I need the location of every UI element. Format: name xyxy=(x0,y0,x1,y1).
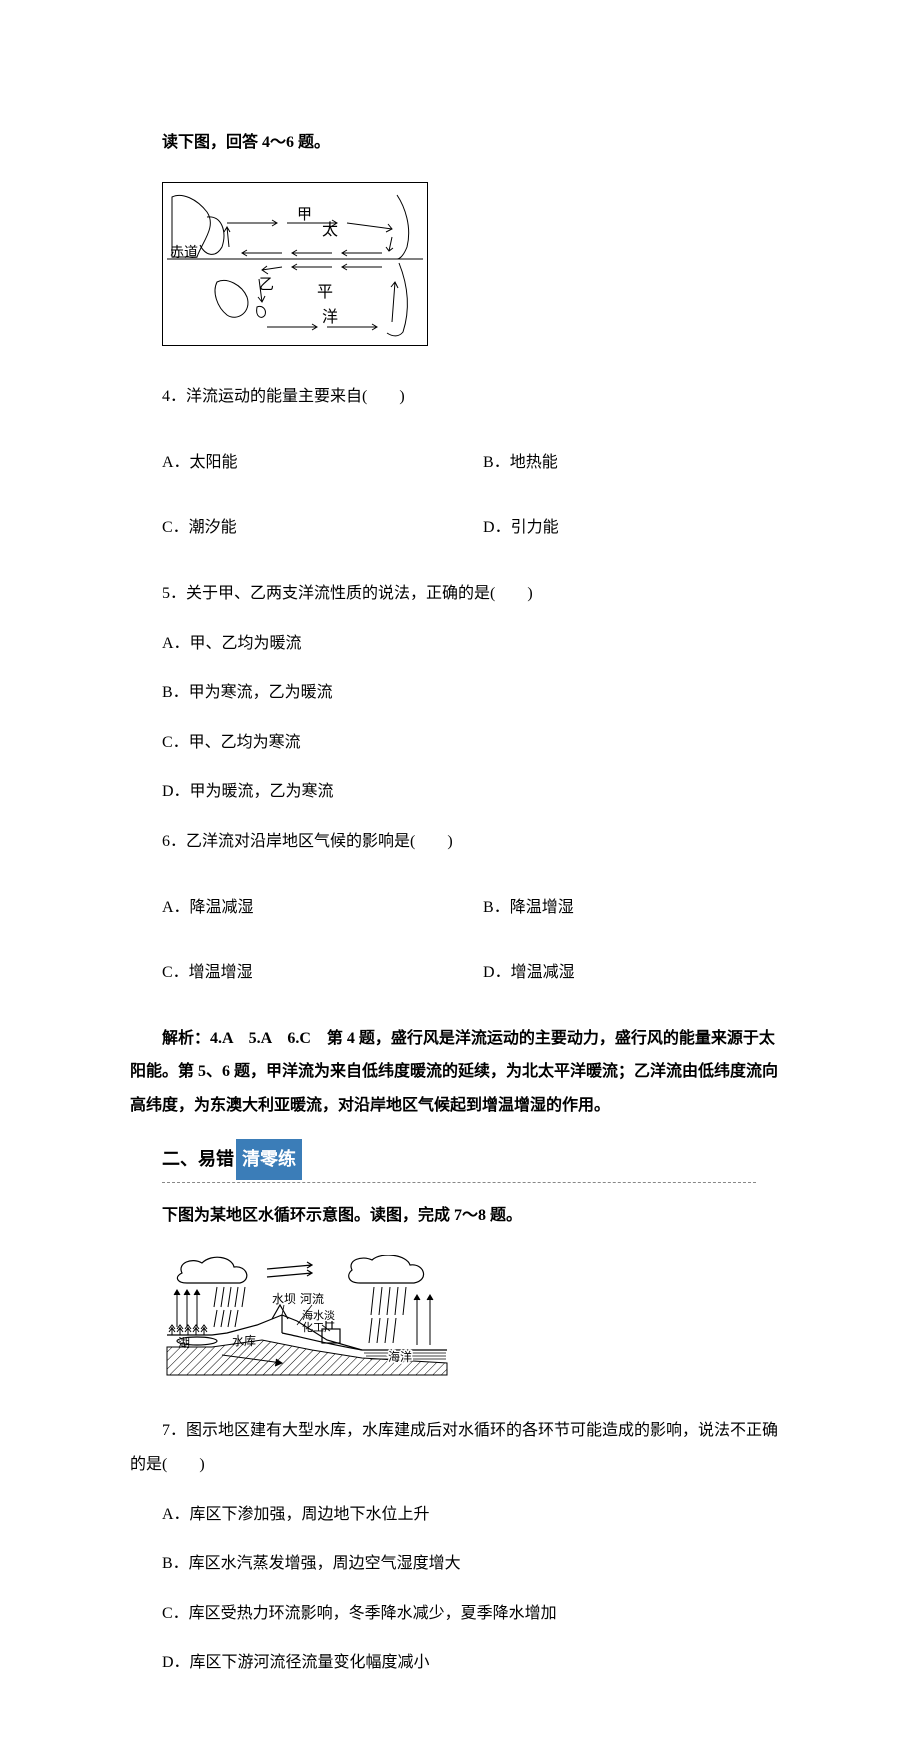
label-a: 甲 xyxy=(297,207,312,223)
section-divider xyxy=(162,1182,756,1183)
label-b: 乙 xyxy=(259,277,274,293)
q4-stem: 4．洋流运动的能量主要来自( ) xyxy=(130,380,790,414)
q6-a: A．降温减湿 xyxy=(130,891,483,925)
q5-d: D．甲为暖流，乙为寒流 xyxy=(130,775,790,809)
label-ocean: 海洋 xyxy=(388,1349,412,1364)
water-cycle-svg: 湖 水库 水坝 河流 海水淡 化工厂 海洋 海洋 xyxy=(162,1255,452,1380)
q6-stem: 6．乙洋流对沿岸地区气候的影响是( ) xyxy=(130,825,790,859)
q7-c: C．库区受热力环流影响，冬季降水减少，夏季降水增加 xyxy=(130,1597,790,1631)
pacific-map-svg: 赤道 甲 乙 太 平 洋 xyxy=(167,187,423,341)
q5-a: A．甲、乙均为暖流 xyxy=(130,627,790,661)
label-reservoir: 水库 xyxy=(232,1333,256,1348)
q5-b: B．甲为寒流，乙为暖流 xyxy=(130,676,790,710)
q4-d: D．引力能 xyxy=(483,511,790,545)
label-desal1: 海水淡 xyxy=(302,1308,335,1322)
figure-water-cycle: 湖 水库 水坝 河流 海水淡 化工厂 海洋 海洋 xyxy=(162,1255,452,1380)
label-river: 河流 xyxy=(300,1292,324,1306)
q6-b: B．降温增湿 xyxy=(483,891,790,925)
q7-stem: 7．图示地区建有大型水库，水库建成后对水循环的各环节可能造成的影响，说法不正确的… xyxy=(130,1414,790,1481)
q5-stem: 5．关于甲、乙两支洋流性质的说法，正确的是( ) xyxy=(130,577,790,611)
q6-c: C．增温增湿 xyxy=(130,956,483,990)
q7-d: D．库区下游河流径流量变化幅度减小 xyxy=(130,1646,790,1680)
q7-a: A．库区下渗加强，周边地下水位上升 xyxy=(130,1498,790,1532)
figure-pacific-currents: 赤道 甲 乙 太 平 洋 xyxy=(162,182,428,346)
q4-b: B．地热能 xyxy=(483,446,790,480)
label-lake: 湖 xyxy=(178,1335,190,1350)
label-dam: 水坝 xyxy=(272,1292,296,1306)
label-desal2: 化工厂 xyxy=(302,1320,335,1334)
q7-b: B．库区水汽蒸发增强，周边空气湿度增大 xyxy=(130,1547,790,1581)
section-2-prefix: 二、易错 xyxy=(162,1141,234,1179)
label-ocean-3: 洋 xyxy=(322,308,338,326)
q6-d: D．增温减湿 xyxy=(483,956,790,990)
label-ocean-2: 平 xyxy=(317,284,333,301)
label-equator: 赤道 xyxy=(170,245,198,261)
label-ocean-1: 太 xyxy=(322,221,338,239)
q4-a: A．太阳能 xyxy=(130,446,483,480)
prompt-7-8: 下图为某地区水循环示意图。读图，完成 7～8 题。 xyxy=(130,1199,790,1233)
q5-c: C．甲、乙均为寒流 xyxy=(130,726,790,760)
prompt-4-6: 读下图，回答 4～6 题。 xyxy=(130,126,790,160)
analysis-4-6: 解析：4.A 5.A 6.C 第 4 题，盛行风是洋流运动的主要动力，盛行风的能… xyxy=(130,1022,790,1123)
q4-c: C．潮汐能 xyxy=(130,511,483,545)
section-2-tag: 清零练 xyxy=(236,1139,302,1181)
page: 读下图，回答 4～6 题。 xyxy=(0,0,920,1756)
section-2-header: 二、易错 清零练 xyxy=(162,1139,790,1181)
